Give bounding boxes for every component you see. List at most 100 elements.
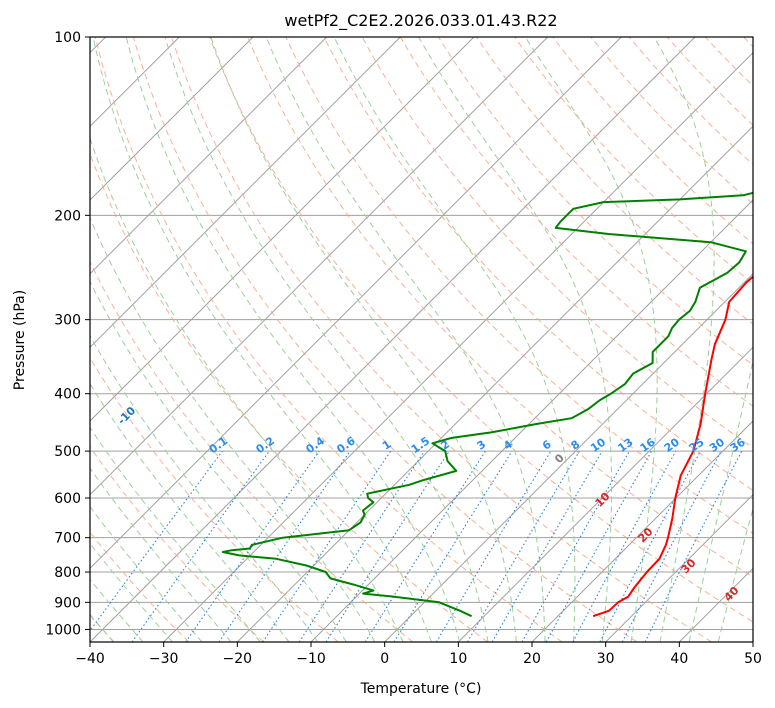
dry-adiabat-line	[704, 37, 753, 87]
isotherm-line	[457, 346, 753, 642]
dry-adiabat-line	[90, 152, 488, 642]
mixing-ratio-label: 0.1	[207, 434, 230, 456]
mixing-ratio-label: 0.4	[304, 434, 328, 456]
mixing-ratio-label: 10	[588, 435, 608, 455]
mixing-ratio-line	[185, 450, 320, 642]
mixing-ratio-line	[131, 450, 270, 642]
mixing-ratio-line	[90, 450, 223, 632]
mixing-ratio-line	[572, 450, 677, 642]
x-tick-label: 30	[597, 651, 615, 667]
moist-adiabat-line	[92, 37, 432, 642]
isotherm-line	[90, 37, 696, 642]
isotherm-line	[752, 641, 753, 642]
dry-adiabat-line	[476, 37, 753, 325]
mixing-ratio-line	[262, 450, 392, 642]
moist-adiabat-line	[90, 280, 347, 642]
isotherm-line	[90, 37, 475, 422]
mixing-ratio-label: 36	[728, 435, 748, 455]
isotherm-line	[90, 37, 401, 349]
y-tick-label: 800	[54, 565, 81, 581]
dry-adiabat-label: -10	[115, 404, 138, 427]
dry-adiabat-line	[743, 37, 753, 48]
mixing-ratio-label: 25	[687, 436, 707, 455]
y-tick-label: 200	[54, 208, 81, 224]
mixing-ratio-label: 1	[380, 438, 394, 453]
mixing-ratio-line	[218, 450, 351, 642]
chart-title: wetPf2_C2E2.2026.033.01.43.R22	[284, 11, 557, 31]
profile-lines	[221, 191, 753, 618]
profile-series-line	[592, 275, 753, 618]
y-axis-label: Pressure (hPa)	[12, 290, 28, 390]
mixing-ratio-line	[545, 450, 653, 642]
x-tick-label: 50	[744, 651, 762, 667]
dry-adiabat-line	[247, 37, 753, 578]
plot-frame	[89, 36, 754, 643]
mixing-ratio-line	[521, 450, 630, 642]
moist-adiabat-line	[125, 37, 461, 642]
y-tick-label: 100	[54, 30, 81, 46]
y-tick-label: 700	[54, 531, 81, 547]
dry-adiabat-line	[132, 37, 638, 642]
x-tick-label: 20	[523, 651, 541, 667]
isotherm-line	[310, 199, 753, 642]
dry-adiabat-line	[90, 446, 264, 642]
isotherm-line	[678, 567, 753, 642]
x-tick-label: −40	[75, 651, 105, 667]
mixing-ratio-label: 20	[662, 435, 682, 455]
isotherm-line	[90, 37, 328, 275]
background-lines	[90, 37, 753, 642]
moist-adiabat-line	[90, 382, 290, 642]
y-tick-label: 1000	[45, 622, 81, 638]
isotherm-line	[236, 125, 753, 642]
mixing-ratio-line	[298, 450, 425, 642]
dry-adiabat-line	[90, 531, 190, 642]
moist-adiabat-line	[90, 505, 203, 642]
x-axis-label: Temperature (°C)	[360, 681, 482, 697]
moist-adiabat-line	[524, 37, 658, 642]
moist-adiabat-label: 30	[679, 556, 699, 576]
moist-adiabat-label: 10	[593, 490, 613, 510]
dry-adiabat-line	[209, 37, 753, 623]
moist-adiabat-line	[90, 542, 173, 642]
isotherm-line	[90, 37, 622, 570]
profile-series-line	[221, 191, 753, 618]
y-tick-label: 900	[54, 595, 81, 611]
mixing-ratio-label: 30	[707, 435, 727, 455]
dry-adiabat-line	[361, 37, 753, 449]
x-tick-label: −10	[296, 651, 326, 667]
mixing-ratio-label: 3	[475, 438, 489, 453]
dry-adiabat-line	[437, 37, 753, 366]
moist-adiabat-line	[265, 37, 546, 642]
mixing-ratio-line	[325, 450, 450, 642]
x-tick-label: 0	[380, 651, 389, 667]
dry-adiabat-line	[90, 356, 339, 642]
dry-adiabat-line	[628, 37, 753, 166]
isotherm-line	[90, 37, 254, 201]
mixing-ratio-label: 6	[540, 438, 554, 453]
mixing-ratio-line	[435, 450, 552, 642]
moist-adiabat-line	[90, 426, 261, 642]
dry-adiabat-line	[94, 37, 563, 642]
isoline-labels: 0.1 0.2 0.4 0.6 1 1.5 2 3 4 6 8 10 13 16 20 25 30 36-1001…	[115, 404, 748, 604]
dry-adiabat-line	[590, 37, 753, 205]
dry-adiabat-line	[90, 260, 414, 642]
moist-adiabat-line	[210, 37, 517, 642]
dry-adiabat-line	[514, 37, 753, 285]
mixing-ratio-label: 8	[569, 438, 583, 453]
y-tick-label: 600	[54, 491, 81, 507]
isotherm-line	[163, 51, 753, 642]
y-tick-label: 400	[54, 387, 81, 403]
dry-adiabat-line	[666, 37, 753, 126]
x-tick-label: −20	[223, 651, 253, 667]
moist-adiabat-line	[418, 37, 613, 642]
mixing-ratio-label: 0.2	[254, 434, 277, 456]
moist-adiabat-line	[90, 578, 144, 642]
moist-adiabat-line	[688, 358, 753, 642]
mixing-ratio-line	[644, 450, 743, 642]
mixing-ratio-label: 13	[615, 436, 635, 455]
mixing-ratio-line	[599, 450, 701, 642]
moist-adiabat-line	[333, 37, 576, 642]
dry-adiabat-line	[323, 37, 753, 491]
moist-adiabat-line	[90, 467, 232, 642]
